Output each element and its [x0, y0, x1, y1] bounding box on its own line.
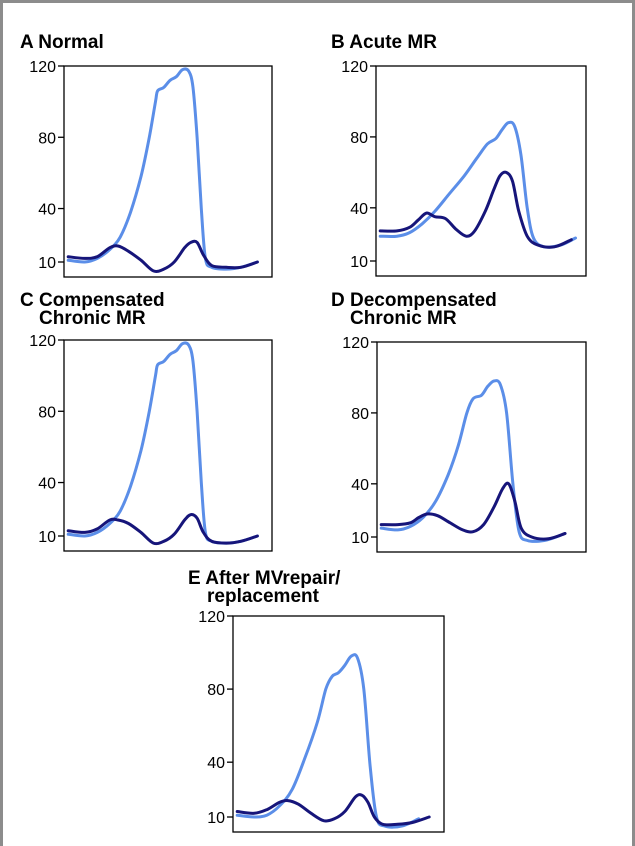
panel-d-title-line: D Decompensated — [331, 290, 497, 311]
panel-c-title: C Compensated Chronic MR — [20, 290, 165, 329]
panel-b-plot-area — [375, 65, 587, 277]
panel-b-pressure-curve-light — [378, 120, 577, 249]
panel-c-title-line-2: Chronic MR — [39, 308, 146, 329]
panel-b-y-tick-label: 10 — [350, 254, 368, 271]
panel-c-y-tick-label: 10 — [38, 529, 56, 546]
panel-b-y-tick-label: 120 — [341, 59, 368, 76]
panel-d-title-line-2: Chronic MR — [350, 308, 457, 329]
panel-e-pressure-curve-light — [235, 653, 421, 829]
panel-c-y-tick-label: 80 — [38, 404, 56, 421]
panel-d-y-tick-label: 80 — [351, 406, 369, 423]
panel-e-y-tick-label: 10 — [207, 810, 225, 827]
panel-a-title: A Normal — [20, 32, 104, 53]
panel-b-y-tick-label: 80 — [350, 130, 368, 147]
panel-d-plot-area — [376, 341, 587, 553]
panel-e-y-tick-label: 80 — [207, 682, 225, 699]
panel-c-plot-area — [63, 339, 273, 552]
panel-c-title-line: C Compensated — [20, 290, 165, 311]
panel-d-y-tick-label: 120 — [342, 335, 369, 352]
panel-a-y-tick-label: 120 — [29, 59, 56, 76]
panel-d-y-tick-label: 10 — [351, 530, 369, 547]
panel-d-y-tick-label: 40 — [351, 477, 369, 494]
panel-c-y-tick-label: 40 — [38, 476, 56, 493]
panel-a-pressure-curve-dark — [66, 239, 259, 273]
panel-d-pressure-curve-light — [379, 379, 563, 543]
panel-e-plot-area — [232, 615, 445, 833]
panel-a-y-tick-label: 80 — [38, 130, 56, 147]
panel-d-title: D Decompensated Chronic MR — [331, 290, 497, 329]
panel-d-pressure-curve-dark — [379, 481, 567, 541]
panel-a-y-tick-label: 40 — [38, 202, 56, 219]
panel-a-y-tick-label: 10 — [38, 255, 56, 272]
panel-e-title-line-2: replacement — [207, 586, 320, 607]
panel-c-y-tick-label: 120 — [29, 333, 56, 350]
panel-e-y-tick-label: 40 — [207, 755, 225, 772]
panel-e-pressure-curve-dark — [235, 793, 431, 827]
panel-a-plot-area — [63, 65, 273, 278]
panel-b-y-tick-label: 40 — [350, 201, 368, 218]
panel-c-pressure-curve-dark — [66, 513, 259, 546]
panel-b-title: B Acute MR — [331, 32, 437, 53]
panel-b-title-line: B Acute MR — [331, 32, 437, 53]
panel-e-title-line: E After MVrepair/ — [188, 568, 341, 589]
panel-a-pressure-curve-light — [66, 67, 259, 271]
panel-b-pressure-curve-dark — [378, 170, 573, 249]
panel-e-title: E After MVrepair/replacement — [188, 568, 341, 607]
panel-a-title-line: A Normal — [20, 32, 104, 53]
panel-e-y-tick-label: 120 — [198, 609, 225, 626]
